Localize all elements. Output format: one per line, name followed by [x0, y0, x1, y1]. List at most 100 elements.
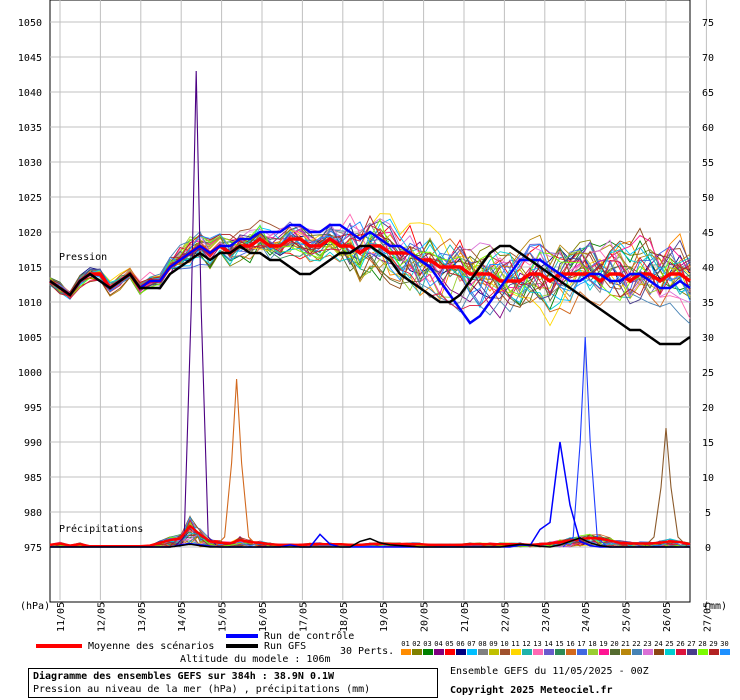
- right-tick-label: 20: [702, 403, 714, 414]
- perturbation-id: 25: [665, 640, 674, 648]
- perturbation-legend-item: 08: [477, 640, 488, 655]
- perturbation-legend-item: 14: [543, 640, 554, 655]
- x-tick-label: 16/05: [258, 602, 269, 632]
- perturbation-pressure-line: [49, 218, 691, 302]
- perturbation-swatch: [631, 649, 642, 655]
- perturbation-swatch: [653, 649, 664, 655]
- right-tick-label: 40: [702, 263, 714, 274]
- perturbation-id: 06: [456, 640, 465, 648]
- perturbation-legend-item: 10: [499, 640, 510, 655]
- perturbation-legend-item: 29: [708, 640, 719, 655]
- perturbation-id: 14: [544, 640, 553, 648]
- x-tick-label: 15/05: [218, 602, 229, 632]
- perturbation-id: 11: [511, 640, 520, 648]
- perturbation-swatch: [521, 649, 532, 655]
- precip-annotation: Précipitations: [59, 523, 143, 535]
- perturbation-swatch: [422, 649, 433, 655]
- right-tick-label: 25: [702, 368, 714, 379]
- perturbation-legend-item: 25: [664, 640, 675, 655]
- perturbation-id: 21: [621, 640, 630, 648]
- perturbation-legend-item: 03: [422, 640, 433, 655]
- right-tick-label: 65: [702, 88, 714, 99]
- perturbations-label: 30 Perts.: [340, 646, 395, 657]
- perturbation-pressure-line: [49, 221, 691, 302]
- perturbation-swatch: [488, 649, 499, 655]
- series-pressure-line: [49, 244, 691, 346]
- plot-frame: [49, 0, 691, 603]
- x-tick-label: 20/05: [420, 602, 431, 632]
- chart-info-box: Diagramme des ensembles GEFS sur 384h : …: [28, 668, 438, 698]
- perturbation-id: 18: [588, 640, 597, 648]
- perturbation-precip-line: [49, 515, 691, 548]
- perturbation-legend-item: 18: [587, 640, 598, 655]
- legend-control: Run de contrôle: [226, 631, 354, 642]
- left-tick-label: 985: [24, 473, 42, 484]
- perturbation-legend-item: 15: [554, 640, 565, 655]
- x-tick-label: 14/05: [177, 602, 188, 632]
- legend-gfs-label: Run GFS: [264, 641, 307, 652]
- perturbation-swatch: [697, 649, 708, 655]
- perturbation-swatch: [620, 649, 631, 655]
- series-pressure-line: [49, 223, 691, 325]
- perturbation-legend-item: 20: [609, 640, 620, 655]
- x-tick-label: 19/05: [379, 602, 390, 632]
- perturbation-legend-item: 09: [488, 640, 499, 655]
- legend-control-swatch: [226, 634, 258, 638]
- perturbation-id: 15: [555, 640, 564, 648]
- perturbation-swatch: [433, 649, 444, 655]
- precip-peak-line: [643, 427, 689, 548]
- perturbation-id: 24: [654, 640, 663, 648]
- x-tick-label: 21/05: [460, 602, 471, 632]
- left-tick-label: 1050: [18, 18, 42, 29]
- altitude-label: Altitude du modele : 106m: [180, 654, 331, 665]
- perturbation-id: 09: [489, 640, 498, 648]
- perturbation-swatch: [466, 649, 477, 655]
- perturbation-swatch: [499, 649, 510, 655]
- left-tick-label: 975: [24, 543, 42, 554]
- right-tick-label: 55: [702, 158, 714, 169]
- chart-grid: [49, 0, 707, 603]
- perturbation-legend-item: 21: [620, 640, 631, 655]
- perturbation-swatch: [609, 649, 620, 655]
- x-tick-label: 12/05: [96, 602, 107, 632]
- precip-peak-line: [562, 336, 608, 548]
- perturbation-id: 27: [687, 640, 696, 648]
- right-tick-label: 60: [702, 123, 714, 134]
- perturbation-swatch: [477, 649, 488, 655]
- perturbation-id: 23: [643, 640, 652, 648]
- perturbation-id: 02: [412, 640, 421, 648]
- perturbation-pressure-line: [49, 224, 691, 298]
- perturbation-id: 29: [709, 640, 718, 648]
- series-precip-line: [50, 537, 690, 548]
- right-tick-label: 50: [702, 193, 714, 204]
- precip-peak-line: [173, 70, 219, 548]
- left-tick-label: 995: [24, 403, 42, 414]
- copyright-label: Copyright 2025 Meteociel.fr: [450, 685, 613, 696]
- right-tick-label: 10: [702, 473, 714, 484]
- perturbation-pressure-line: [49, 232, 691, 299]
- perturbation-legend-item: 24: [653, 640, 664, 655]
- perturbation-id: 22: [632, 640, 641, 648]
- perturbation-swatch: [576, 649, 587, 655]
- perturbation-id: 10: [500, 640, 509, 648]
- x-tick-label: 18/05: [339, 602, 350, 632]
- perturbation-id: 17: [577, 640, 586, 648]
- x-tick-label: 27/05: [702, 602, 713, 632]
- perturbation-legend-item: 16: [565, 640, 576, 655]
- perturbation-legend-item: 30: [719, 640, 730, 655]
- legend-mean-swatch: [36, 644, 82, 648]
- perturbation-swatch: [411, 649, 422, 655]
- chart-subtitle: Pression au niveau de la mer (hPa) , pré…: [33, 684, 371, 695]
- perturbation-swatch: [532, 649, 543, 655]
- right-tick-label: 35: [702, 298, 714, 309]
- perturbation-legend-item: 01: [400, 640, 411, 655]
- perturbation-swatch: [664, 649, 675, 655]
- perturbation-swatch: [642, 649, 653, 655]
- ensemble-run-label: Ensemble GEFS du 11/05/2025 - 00Z: [450, 666, 649, 677]
- perturbation-swatch: [598, 649, 609, 655]
- perturbation-id: 07: [467, 640, 476, 648]
- left-tick-label: 1000: [18, 368, 42, 379]
- left-tick-label: 980: [24, 508, 42, 519]
- perturbation-legend-item: 17: [576, 640, 587, 655]
